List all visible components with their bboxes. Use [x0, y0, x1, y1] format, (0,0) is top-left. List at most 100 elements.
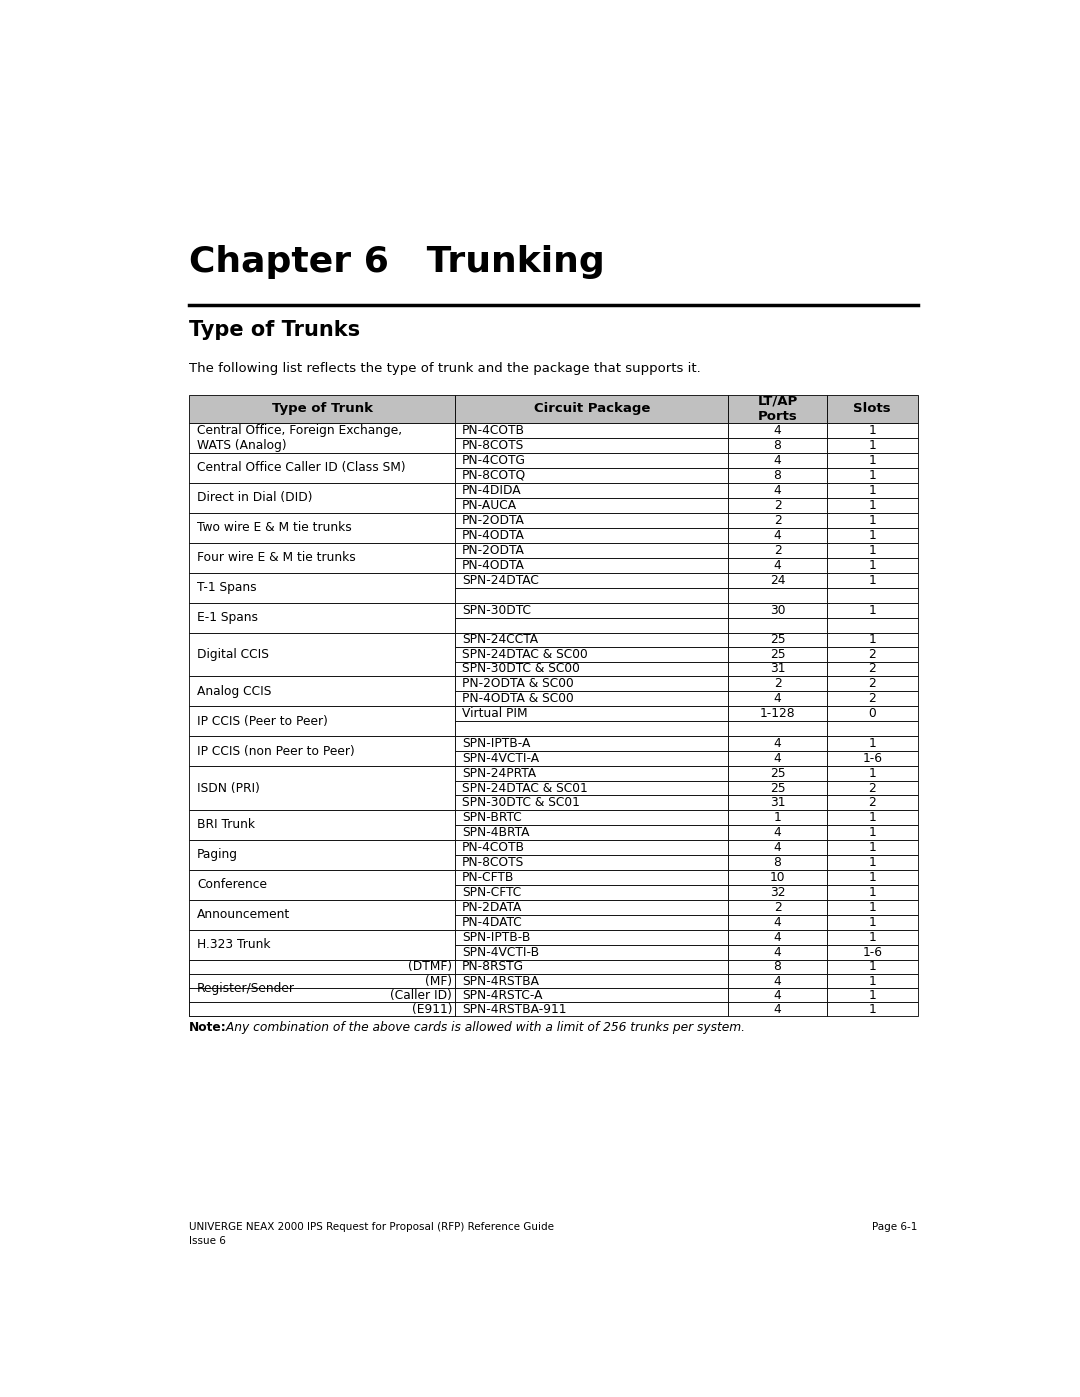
Bar: [455, 453, 728, 468]
Bar: [826, 692, 918, 707]
Text: 4: 4: [773, 989, 782, 1002]
Text: 4: 4: [773, 841, 782, 854]
Bar: [189, 513, 455, 542]
Text: Conference: Conference: [197, 879, 267, 891]
Text: 24: 24: [770, 574, 785, 587]
Bar: [455, 810, 728, 824]
Text: PN-4COTG: PN-4COTG: [462, 454, 526, 467]
Bar: [455, 795, 728, 810]
Bar: [455, 692, 728, 707]
Bar: [826, 988, 918, 1002]
Bar: [826, 528, 918, 542]
Bar: [826, 676, 918, 692]
Text: Register/Sender: Register/Sender: [197, 982, 295, 995]
Text: Two wire E & M tie trunks: Two wire E & M tie trunks: [197, 521, 352, 534]
Bar: [826, 513, 918, 528]
Text: SPN-IPTB-A: SPN-IPTB-A: [462, 738, 530, 750]
Text: 2: 2: [868, 693, 876, 705]
Text: H.323 Trunk: H.323 Trunk: [197, 939, 270, 951]
Text: 1: 1: [868, 989, 876, 1002]
Bar: [455, 1002, 728, 1016]
Text: 4: 4: [773, 930, 782, 944]
Text: PN-2ODTA & SC00: PN-2ODTA & SC00: [462, 678, 573, 690]
Bar: [455, 482, 728, 497]
Bar: [189, 395, 455, 422]
Bar: [826, 707, 918, 721]
Text: SPN-30DTC & SC01: SPN-30DTC & SC01: [462, 796, 580, 809]
Text: SPN-CFTC: SPN-CFTC: [462, 886, 522, 898]
Text: 4: 4: [773, 423, 782, 436]
Bar: [728, 752, 826, 767]
Text: 1: 1: [868, 574, 876, 587]
Bar: [455, 960, 728, 974]
Text: Direct in Dial (DID): Direct in Dial (DID): [197, 492, 312, 504]
Bar: [728, 468, 826, 482]
Text: 1: 1: [868, 543, 876, 556]
Bar: [826, 974, 918, 988]
Bar: [455, 884, 728, 900]
Text: 2: 2: [773, 514, 782, 527]
Bar: [455, 573, 728, 588]
Text: 1: 1: [868, 767, 876, 780]
Text: 1: 1: [868, 468, 876, 482]
Text: 4: 4: [773, 528, 782, 542]
Text: (DTMF): (DTMF): [408, 961, 453, 974]
Text: 4: 4: [773, 946, 782, 958]
Bar: [826, 468, 918, 482]
Text: IP CCIS (non Peer to Peer): IP CCIS (non Peer to Peer): [197, 745, 354, 757]
Bar: [826, 855, 918, 870]
Text: Central Office Caller ID (Class SM): Central Office Caller ID (Class SM): [197, 461, 406, 474]
Text: 1: 1: [868, 514, 876, 527]
Bar: [728, 944, 826, 960]
Bar: [728, 960, 826, 974]
Bar: [826, 482, 918, 497]
Bar: [455, 633, 728, 647]
Bar: [728, 824, 826, 840]
Bar: [826, 617, 918, 633]
Bar: [728, 721, 826, 736]
Bar: [826, 960, 918, 974]
Text: 1: 1: [868, 604, 876, 616]
Text: 0: 0: [868, 707, 876, 721]
Bar: [455, 647, 728, 662]
Bar: [826, 884, 918, 900]
Bar: [728, 767, 826, 781]
Text: PN-8RSTG: PN-8RSTG: [462, 961, 524, 974]
Bar: [826, 662, 918, 676]
Bar: [189, 767, 455, 810]
Bar: [728, 810, 826, 824]
Bar: [826, 557, 918, 573]
Bar: [455, 915, 728, 930]
Bar: [826, 810, 918, 824]
Text: PN-AUCA: PN-AUCA: [462, 499, 517, 511]
Text: 1-128: 1-128: [759, 707, 795, 721]
Bar: [455, 707, 728, 721]
Text: 32: 32: [770, 886, 785, 898]
Bar: [455, 840, 728, 855]
Bar: [455, 602, 728, 617]
Text: PN-4DATC: PN-4DATC: [462, 916, 523, 929]
Text: 1: 1: [868, 901, 876, 914]
Text: SPN-4RSTC-A: SPN-4RSTC-A: [462, 989, 542, 1002]
Bar: [189, 482, 455, 513]
Bar: [189, 900, 455, 930]
Bar: [455, 900, 728, 915]
Bar: [728, 676, 826, 692]
Bar: [826, 795, 918, 810]
Text: 2: 2: [868, 796, 876, 809]
Bar: [189, 736, 455, 767]
Text: 2: 2: [868, 678, 876, 690]
Bar: [826, 633, 918, 647]
Bar: [455, 824, 728, 840]
Text: Page 6-1: Page 6-1: [873, 1222, 918, 1232]
Bar: [455, 767, 728, 781]
Text: PN-4ODTA: PN-4ODTA: [462, 559, 525, 571]
Bar: [728, 482, 826, 497]
Text: 1: 1: [868, 975, 876, 988]
Bar: [728, 974, 826, 988]
Text: SPN-24DTAC & SC00: SPN-24DTAC & SC00: [462, 648, 588, 661]
Text: SPN-BRTC: SPN-BRTC: [462, 810, 522, 824]
Bar: [728, 855, 826, 870]
Text: 4: 4: [773, 693, 782, 705]
Bar: [455, 752, 728, 767]
